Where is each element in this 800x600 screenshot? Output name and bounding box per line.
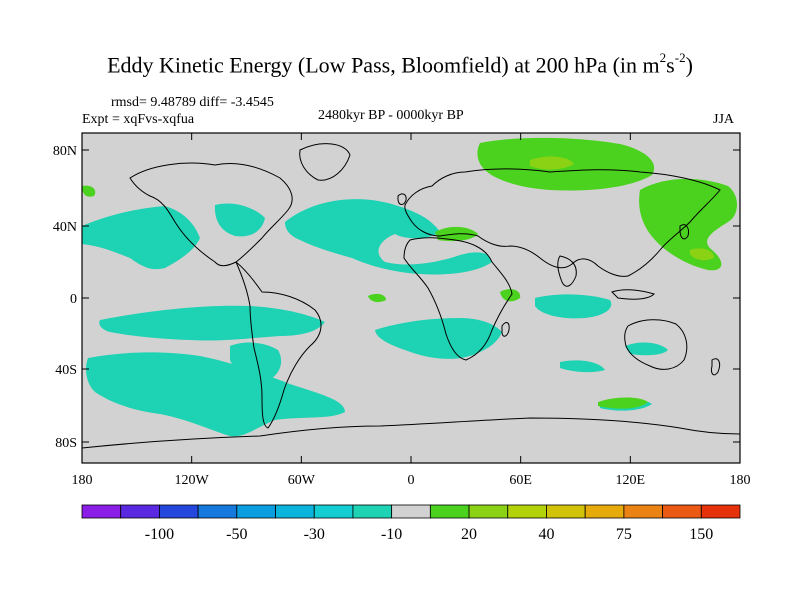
africa-coastline (403, 237, 513, 361)
colorbar-swatch (197, 504, 238, 519)
colorbar-label: -100 (145, 526, 174, 543)
madagascar-coastline (501, 322, 510, 337)
uk-coastline (397, 193, 407, 205)
south-america-coastline (235, 261, 322, 429)
x-tick-label: 120W (175, 473, 210, 488)
arctic-core-region (530, 156, 574, 170)
indian-ocean-negative-region (535, 294, 612, 319)
x-tick-label: 120E (616, 473, 646, 488)
colorbar-swatch (159, 504, 199, 519)
season-label: JJA (713, 112, 735, 127)
field-layer (82, 133, 740, 463)
period-label: 2480kyr BP - 0000kyr BP (318, 108, 464, 123)
colorbar-swatch (275, 504, 315, 519)
japan-core-region (690, 248, 714, 261)
southern-ocean-positive-region (598, 397, 648, 409)
africa-positive-spot (500, 289, 521, 302)
x-tick-label: 180 (730, 473, 751, 488)
axis-ticks (81, 133, 741, 463)
chart-title: Eddy Kinetic Energy (Low Pass, Bloomfiel… (107, 50, 693, 78)
x-tick-label: 0 (408, 473, 415, 488)
rmsd-diff-label: rmsd= 9.48789 diff= -3.4545 (111, 95, 274, 110)
colorbar-label: 150 (689, 526, 713, 543)
x-tick-label: 60W (288, 473, 316, 488)
australia-negative-region (625, 342, 668, 356)
colorbar-labels: -100 -50 -30 -10 20 40 75 150 (145, 526, 714, 543)
south-america-negative-region (230, 342, 282, 382)
colorbar-label: -10 (381, 526, 402, 543)
colorbar-swatch (352, 504, 393, 519)
colorbar-swatch (81, 504, 122, 519)
south-pacific-negative-region (86, 352, 345, 437)
east-asia-positive-region (639, 178, 737, 271)
north-america-coastline (129, 162, 293, 267)
colorbar-swatch (313, 504, 354, 519)
colorbar-label: 40 (538, 526, 554, 543)
colorbar-label: -50 (226, 526, 247, 543)
colorbar-swatch (429, 504, 470, 519)
atlantic-positive-spot (368, 293, 386, 303)
north-america-negative-region (214, 203, 265, 237)
japan-coastline (679, 224, 689, 240)
north-atlantic-negative-region (285, 199, 492, 275)
colorbar-label: -30 (304, 526, 325, 543)
colorbar-swatch (662, 504, 702, 519)
antarctica-coastline (82, 417, 740, 449)
colorbar-swatch (546, 504, 586, 519)
new-zealand-coastline (711, 358, 721, 376)
y-tick-label: 80N (53, 144, 77, 159)
tropical-pacific-negative-region (99, 305, 325, 341)
colorbar-swatch (236, 504, 276, 519)
india-coastline (557, 255, 577, 287)
colorbar (81, 504, 741, 519)
north-pacific-negative-region (82, 206, 200, 270)
colorbar-swatch (391, 504, 431, 519)
colorbar-label: 75 (616, 526, 632, 543)
north-pacific-positive-spot (82, 185, 96, 197)
colorbar-label: 20 (461, 526, 477, 543)
axis-tick-labels: 180 120W 60W 0 60E 120E 180 80N 40N 0 40S 80S (53, 144, 751, 488)
y-tick-label: 0 (70, 292, 77, 307)
x-tick-label: 180 (72, 473, 93, 488)
colorbar-swatch (700, 504, 741, 519)
experiment-label: Expt = xqFvs-xqfua (82, 112, 195, 127)
y-tick-label: 80S (55, 436, 77, 451)
colorbar-swatch (468, 504, 509, 519)
y-tick-label: 40N (53, 220, 77, 235)
colorbar-swatch (623, 504, 663, 519)
south-indian-negative-region (560, 360, 605, 373)
greenland-coastline (299, 143, 351, 181)
colorbar-swatch (120, 504, 160, 519)
eurasia-coastline (404, 168, 721, 277)
coastlines (82, 143, 740, 449)
colorbar-swatch (584, 504, 625, 519)
x-tick-label: 60E (509, 473, 532, 488)
indonesia-coastline (611, 289, 655, 300)
south-atlantic-negative-region (375, 318, 502, 359)
y-tick-label: 40S (55, 363, 77, 378)
australia-coastline (624, 319, 688, 370)
colorbar-swatch (507, 504, 547, 519)
